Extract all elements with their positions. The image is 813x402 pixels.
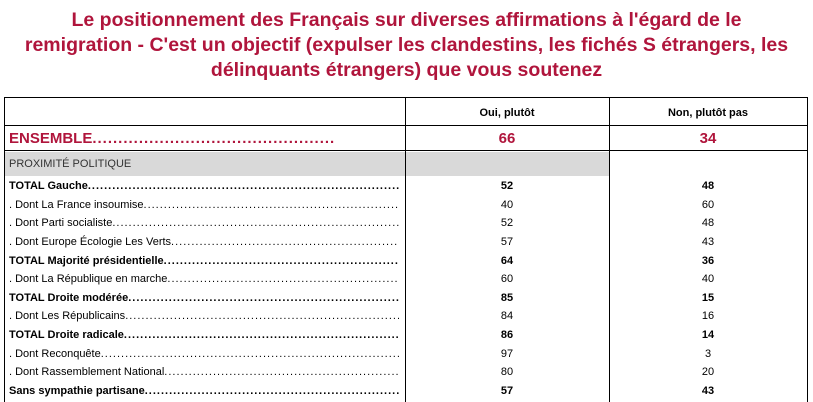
row-label-cell: Sans sympathie partisane ...............… [9,382,399,401]
ensemble-oui: 66 [498,130,516,147]
section-label: PROXIMITÉ POLITIQUE [9,158,132,170]
row-label: . Dont La France insoumise [9,198,144,211]
row-label: . Dont Rassemblement National [9,366,165,379]
row-value-oui: 52 [500,217,514,230]
row-label-cell: TOTAL Droite radicale ..................… [9,326,399,345]
row-label-cell: TOTAL Majorité présidentielle ..........… [9,251,399,270]
column-header-non: Non, plutôt pas [667,106,749,119]
row-label-cell: TOTAL Droite modérée ...................… [9,289,399,308]
row-label: TOTAL Droite modérée [9,291,129,304]
title-line-3: délinquants étrangers) que vous soutenez [210,59,603,81]
row-label: . Dont Parti socialiste [9,217,113,230]
row-label-cell: . Dont Parti socialiste ................… [9,214,399,233]
ensemble-label: ENSEMBLE [9,130,93,147]
table-row: . Dont Rassemblement National ..........… [5,363,807,382]
leader-dots: ........................................… [171,236,399,249]
table-border-left [4,98,5,402]
row-label: . Dont La République en marche [9,273,168,286]
row-label-cell: . Dont La République en marche .........… [9,270,399,289]
row-label: TOTAL Majorité présidentielle [9,254,164,267]
section-bg [406,152,609,176]
row-value-oui: 85 [500,291,514,304]
table-row: . Dont La France insoumise .............… [5,196,807,215]
row-value-oui: 64 [500,254,514,267]
row-label-cell: . Dont La France insoumise .............… [9,196,399,215]
title-line-2: remigration - C'est un objectif (expulse… [24,34,789,56]
leader-dots: ........................................… [167,273,399,286]
section-bg [5,152,405,176]
row-value-non: 48 [701,217,715,230]
row-label: Sans sympathie partisane [9,384,145,397]
table-divider-1 [405,98,406,402]
table-row: . Dont Europe Écologie Les Verts .......… [5,233,807,252]
table-row: Sans sympathie partisane ...............… [5,382,807,401]
table-header: Oui, plutôt Non, plutôt pas [5,98,807,126]
row-value-non: 3 [704,347,712,360]
page-title: Le positionnement des Français sur diver… [0,8,813,83]
row-label-cell: TOTAL Gauche ...........................… [9,177,399,196]
table-row: TOTAL Droite modérée ...................… [5,289,807,308]
row-label: . Dont Europe Écologie Les Verts [9,236,172,249]
ensemble-row: ENSEMBLE................................… [5,127,807,151]
row-value-oui: 40 [500,198,514,211]
leader-dots: ........................................… [125,310,399,323]
row-value-non: 43 [701,236,715,249]
row-value-non: 16 [701,310,715,323]
row-label: . Dont Les Républicains [9,310,126,323]
ensemble-non: 34 [699,130,717,147]
row-value-oui: 60 [500,273,514,286]
column-header-oui: Oui, plutôt [479,106,535,119]
row-value-non: 40 [701,273,715,286]
row-value-oui: 86 [500,329,514,342]
row-value-oui: 52 [500,180,514,193]
row-label-cell: . Dont Rassemblement National ..........… [9,363,399,382]
leader-dots: ........................................… [87,180,399,193]
leader-dots: ........................................… [144,384,399,397]
row-value-non: 48 [701,180,715,193]
row-value-non: 36 [701,254,715,267]
table-row: . Dont Parti socialiste ................… [5,214,807,233]
row-value-non: 60 [701,198,715,211]
leader-dots: ........................................… [143,198,399,211]
table-row: TOTAL Gauche ...........................… [5,177,807,196]
leader-dots: ........................................… [128,291,399,304]
row-value-oui: 84 [500,310,514,323]
row-label-cell: . Dont Europe Écologie Les Verts .......… [9,233,399,252]
row-label-cell: . Dont Reconquête ......................… [9,344,399,363]
row-label: TOTAL Gauche [9,180,88,193]
table-row: . Dont Les Républicains ................… [5,307,807,326]
results-table: Oui, plutôt Non, plutôt pas ENSEMBLE....… [4,97,808,402]
section-header-row: PROXIMITÉ POLITIQUE [5,152,807,176]
row-value-non: 20 [701,366,715,379]
leader-dots: ........................................… [164,366,399,379]
ensemble-label-cell: ENSEMBLE................................… [9,127,399,150]
table-row: . Dont La République en marche .........… [5,270,807,289]
table-row: . Dont Reconquête ......................… [5,344,807,363]
row-value-non: 14 [701,329,715,342]
row-value-oui: 57 [500,236,514,249]
leader-dots: ........................................… [123,329,399,342]
row-value-oui: 80 [500,366,514,379]
table-row: TOTAL Droite radicale ..................… [5,326,807,345]
table-divider-2 [609,98,610,402]
leader-dots: ........................................… [112,217,399,230]
leader-dots: ........................................… [92,130,336,147]
leader-dots: ........................................… [100,347,399,360]
leader-dots: ........................................… [163,254,399,267]
table-row: TOTAL Majorité présidentielle ..........… [5,251,807,270]
row-label: TOTAL Droite radicale [9,329,124,342]
row-value-oui: 97 [500,347,514,360]
row-value-non: 15 [701,291,715,304]
row-value-non: 43 [701,384,715,397]
table-border-right [807,98,808,402]
row-value-oui: 57 [500,384,514,397]
row-label: . Dont Reconquête [9,347,101,360]
title-line-1: Le positionnement des Français sur diver… [71,9,742,31]
row-label-cell: . Dont Les Républicains ................… [9,307,399,326]
